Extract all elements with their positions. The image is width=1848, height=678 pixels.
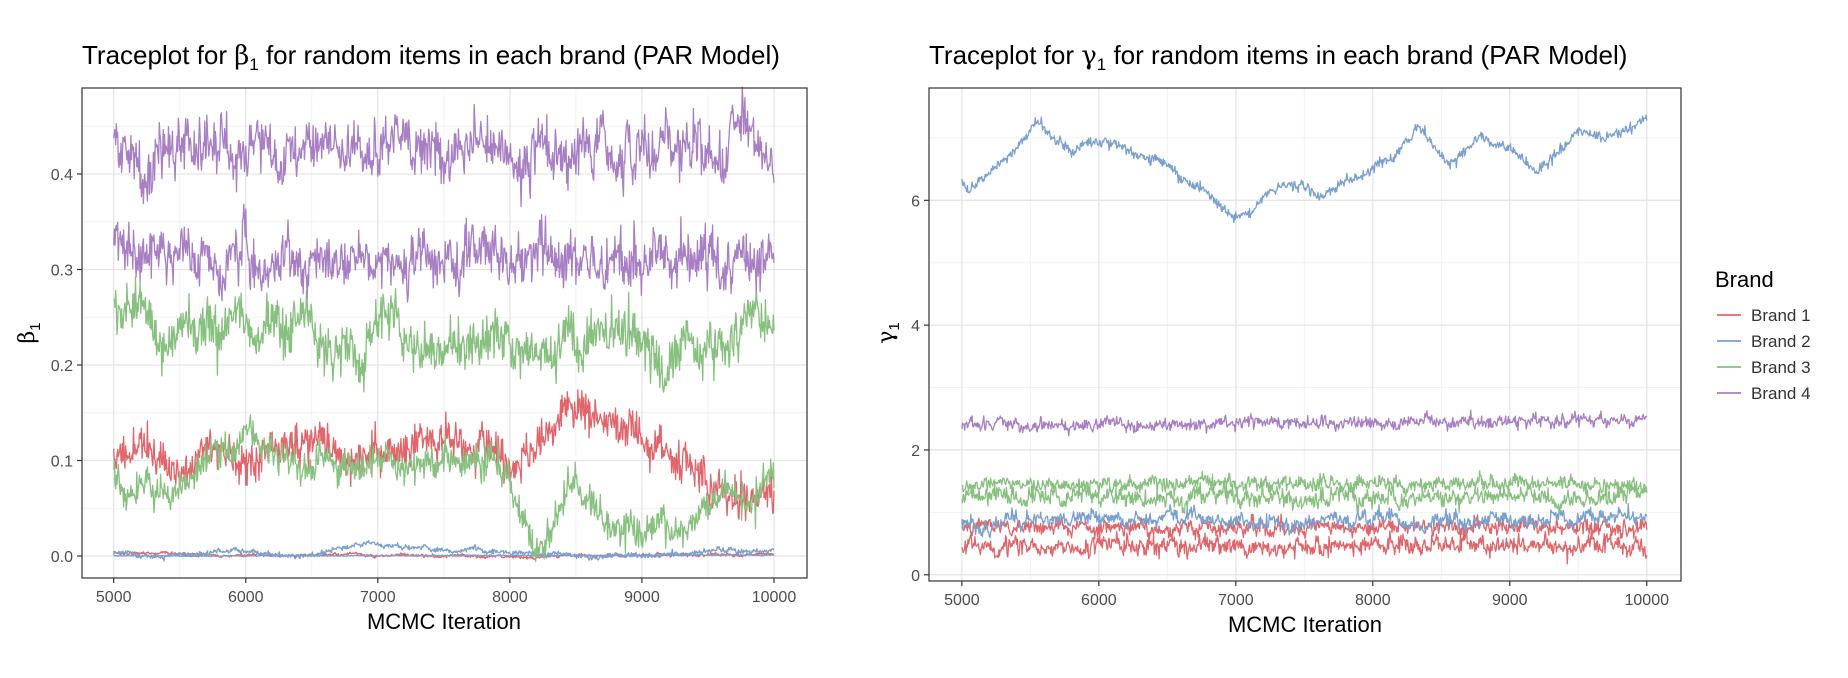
left-x-tick-label: 6000 [228,589,264,606]
right-panel-title: Traceplot for γ1 for random items in eac… [929,40,1627,74]
right-plot-background [929,88,1681,581]
left-y-tick-label: 0.3 [51,262,73,279]
legend-items: Brand 1 Brand 2 Brand 3 Brand 4 [1717,306,1811,403]
left-series-brand-3-line-5 [113,414,775,562]
left-series-brand-4-line-7 [113,203,775,303]
left-plot-border [81,87,808,579]
right-y-axis-label: γ1 [874,322,903,344]
right-x-tick-label: 9000 [1492,592,1528,609]
legend-title: Brand [1715,267,1774,292]
left-x-tick-label: 5000 [96,589,132,606]
left-y-tick-label: 0.1 [51,454,73,471]
right-y-tick-label: 2 [911,443,920,460]
right-gridlines [929,88,1681,581]
left-panel-title: Traceplot for β1 for random items in eac… [82,40,780,74]
left-x-tick-label: 8000 [492,589,528,606]
right-series-brand-3-line-4 [961,470,1648,498]
legend-label-brand-2: Brand 2 [1751,332,1811,351]
right-series-brand-2-line-3 [961,503,1648,539]
left-y-tick-label: 0.2 [51,358,73,375]
left-series-lines [113,86,775,562]
right-series-brand-2-line-2 [961,114,1648,224]
right-series-brand-1-line-1 [961,527,1648,565]
left-y-tick-label: 0.4 [51,167,73,184]
right-x-tick-label: 5000 [944,592,980,609]
legend-label-brand-1: Brand 1 [1751,306,1811,325]
left-series-brand-4-line-6 [113,86,775,208]
left-y-tick-label: 0.0 [51,549,73,566]
left-x-tick-label: 7000 [360,589,396,606]
right-y-tick-label: 6 [911,193,920,210]
left-panel: Traceplot for β1 for random items in eac… [15,40,808,634]
right-panel: Traceplot for γ1 for random items in eac… [874,40,1682,637]
left-series-brand-3-line-4 [113,276,775,393]
right-x-tick-label: 6000 [1081,592,1117,609]
left-series-brand-2-line-3 [113,553,775,558]
left-x-axis-label: MCMC Iteration [367,609,521,634]
legend-label-brand-3: Brand 3 [1751,358,1811,377]
right-x-tick-label: 8000 [1355,592,1391,609]
left-x-tick-label: 9000 [624,589,660,606]
left-y-axis: 0.0 0.1 0.2 0.3 0.4 [51,167,82,566]
legend-label-brand-4: Brand 4 [1751,384,1811,403]
legend: Brand Brand 1 Brand 2 Brand 3 Brand 4 [1715,267,1811,403]
right-series-brand-3-line-5 [961,480,1648,515]
left-y-axis-label: β1 [15,322,44,343]
right-x-axis: 5000 6000 7000 8000 9000 10000 [944,581,1669,609]
left-x-tick-label: 10000 [752,589,797,606]
right-y-tick-label: 0 [911,568,920,585]
right-series-brand-4-line-6 [961,409,1648,437]
right-plot-border [928,87,1682,582]
right-y-tick-label: 4 [911,318,920,335]
left-series-brand-2-line-2 [113,539,775,562]
right-x-axis-label: MCMC Iteration [1228,612,1382,637]
right-x-tick-label: 7000 [1218,592,1254,609]
right-x-tick-label: 10000 [1625,592,1670,609]
left-x-axis: 5000 6000 7000 8000 9000 10000 [96,578,796,606]
right-y-axis: 0 2 4 6 [911,193,929,585]
right-series-lines [961,114,1648,565]
left-series-brand-1-line-0 [113,389,775,522]
